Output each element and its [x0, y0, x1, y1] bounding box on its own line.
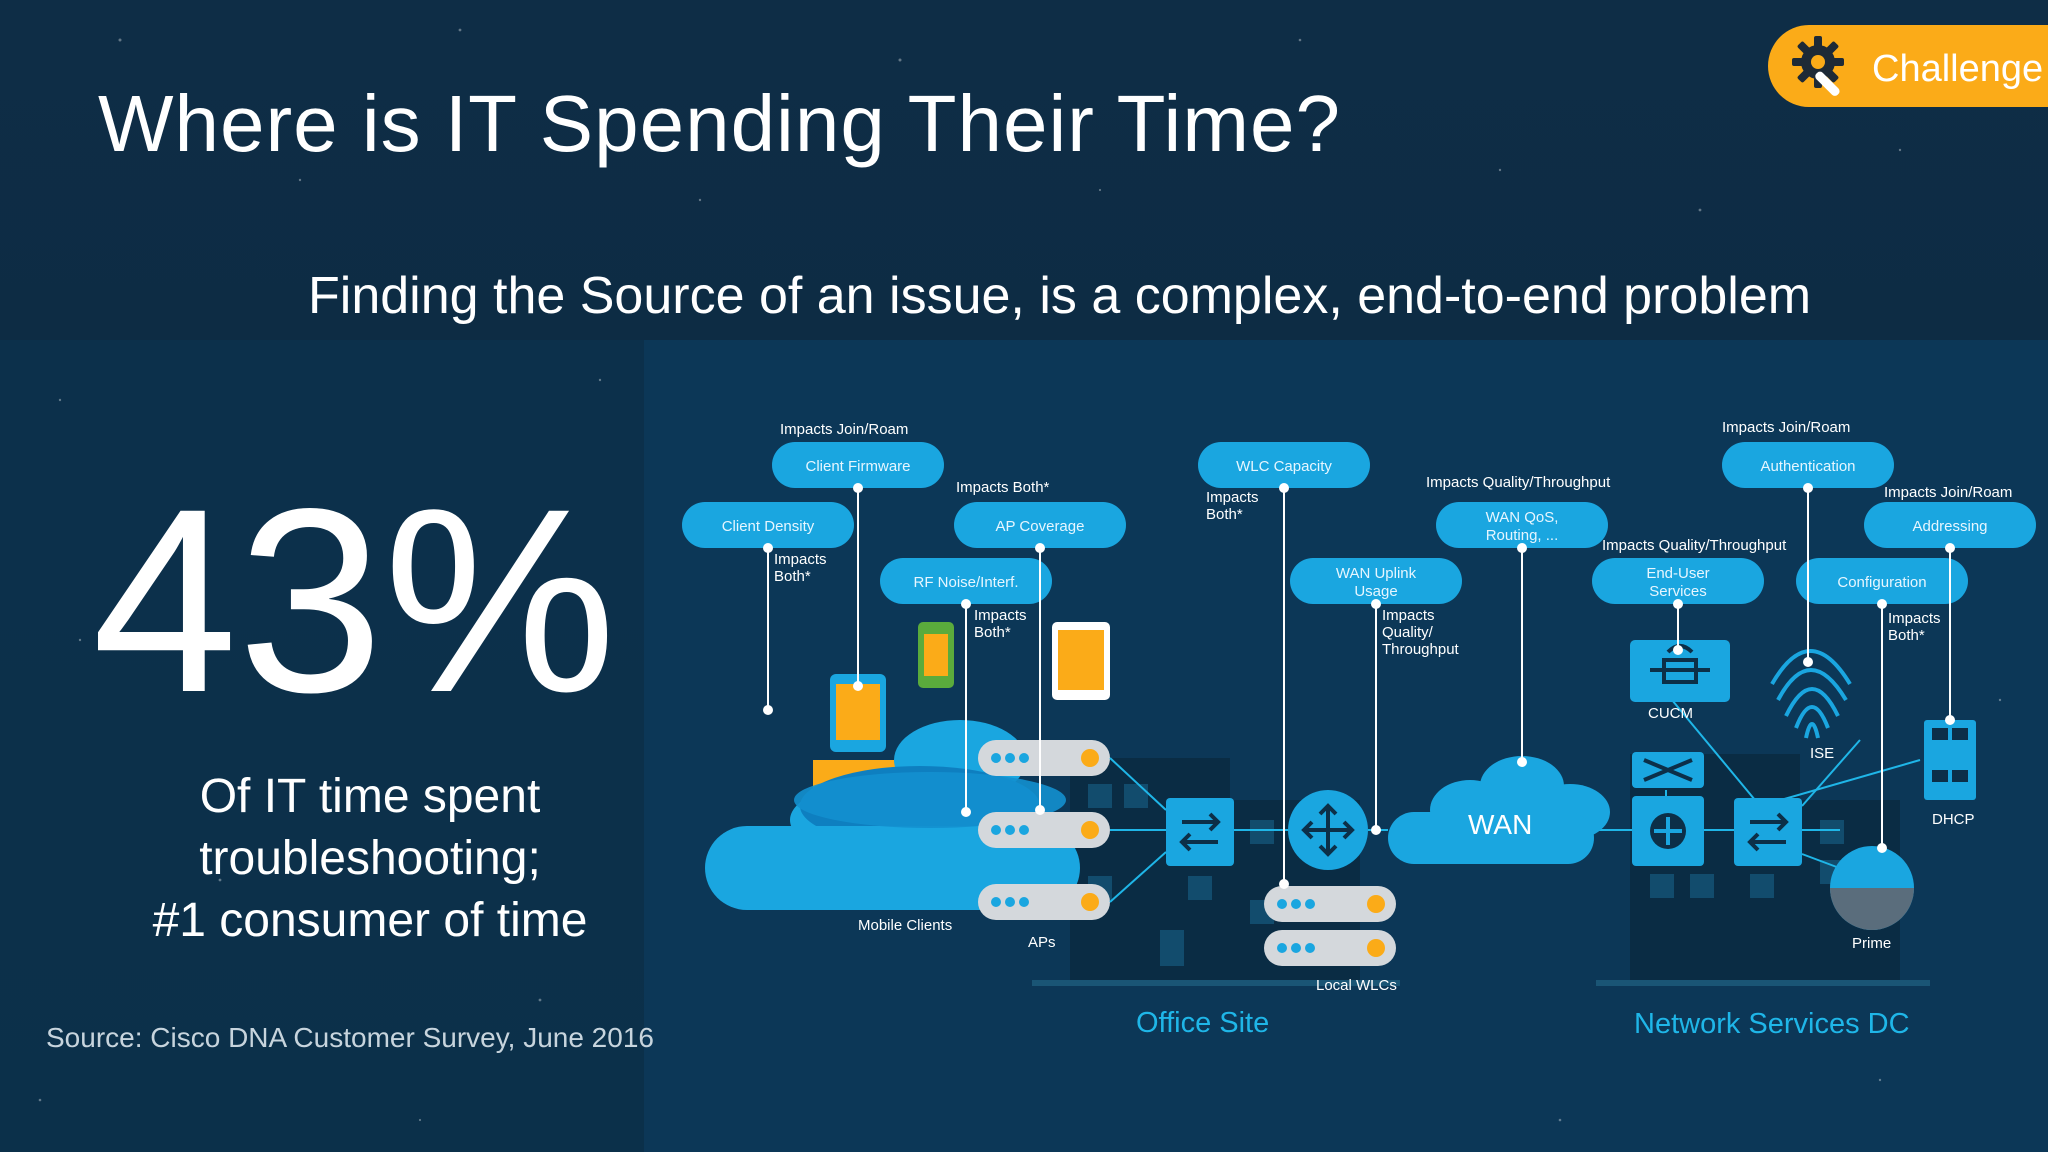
annotation-impacts-uplink: Impacts	[1382, 607, 1435, 624]
pill-ap-coverage: AP Coverage	[954, 502, 1126, 548]
pill-wan-qos: WAN QoS, Routing, ...	[1436, 502, 1608, 548]
annotation-both-ap-coverage: Impacts Both*	[956, 479, 1050, 496]
page-title: Where is IT Spending Their Time?	[98, 79, 1341, 168]
connector-lines	[763, 483, 1955, 889]
dhcp-server-icon	[1924, 720, 1976, 800]
svg-text:AP Coverage: AP Coverage	[996, 518, 1085, 535]
cucm-label: CUCM	[1648, 705, 1693, 722]
pill-addressing: Addressing	[1864, 502, 2036, 548]
annotation-quality-throughput-eus: Impacts Quality/Throughput	[1602, 537, 1787, 554]
stat-value: 43%	[92, 454, 617, 747]
annotation-impacts-rf: Impacts	[974, 607, 1027, 624]
page-subtitle: Finding the Source of an issue, is a com…	[308, 267, 1812, 325]
local-wlcs	[1264, 886, 1396, 966]
svg-text:RF Noise/Interf.: RF Noise/Interf.	[913, 574, 1018, 591]
mobile-clients-label: Mobile Clients	[858, 917, 952, 934]
annotation-both-wlc: Both*	[1206, 506, 1243, 523]
pill-wlc-capacity: WLC Capacity	[1198, 442, 1370, 488]
ise-label: ISE	[1810, 745, 1834, 762]
annotation-join-roam-addressing: Impacts Join/Roam	[1884, 484, 2012, 501]
annotation-impacts-wlc: Impacts	[1206, 489, 1259, 506]
svg-text:Authentication: Authentication	[1760, 458, 1855, 475]
aps-label: APs	[1028, 934, 1056, 951]
prime-sphere-icon	[1830, 846, 1914, 930]
wan-label: WAN	[1468, 809, 1532, 840]
gear-wrench-icon	[1792, 36, 1844, 96]
challenge-label: Challenge	[1872, 48, 2044, 90]
pill-client-density: Client Density	[682, 502, 854, 548]
router-icon	[1288, 790, 1368, 870]
source-citation: Source: Cisco DNA Customer Survey, June …	[46, 1022, 654, 1053]
mobile-clients-cloud	[705, 674, 1080, 910]
annotation-throughput-uplink: Throughput	[1382, 641, 1460, 658]
svg-text:Configuration: Configuration	[1837, 574, 1926, 591]
office-switch-icon	[1166, 798, 1234, 866]
annotation-impacts-config: Impacts	[1888, 610, 1941, 627]
dc-crossbar-icon	[1632, 752, 1704, 788]
pill-client-firmware: Client Firmware	[772, 442, 944, 488]
pill-rf-noise: RF Noise/Interf.	[880, 558, 1052, 604]
svg-text:Routing, ...: Routing, ...	[1486, 527, 1559, 544]
svg-text:WAN QoS,: WAN QoS,	[1486, 509, 1559, 526]
cucm-icon	[1630, 640, 1730, 702]
svg-text:End-User: End-User	[1646, 565, 1709, 582]
dc-switch-icon	[1734, 798, 1802, 866]
annotation-join-roam-firmware: Impacts Join/Roam	[780, 421, 908, 438]
svg-text:Client Density: Client Density	[722, 518, 815, 535]
svg-text:Client Firmware: Client Firmware	[805, 458, 910, 475]
local-wlcs-label: Local WLCs	[1316, 977, 1397, 994]
annotation-both-density: Both*	[774, 568, 811, 585]
dc-core-router-icon	[1632, 796, 1704, 866]
svg-text:Addressing: Addressing	[1912, 518, 1987, 535]
access-points	[978, 740, 1110, 920]
wan-cloud	[1388, 756, 1610, 864]
svg-text:WLC Capacity: WLC Capacity	[1236, 458, 1332, 475]
pill-end-user-services: End-User Services	[1592, 558, 1764, 604]
svg-text:WAN Uplink: WAN Uplink	[1336, 565, 1417, 582]
dhcp-label: DHCP	[1932, 811, 1975, 828]
prime-label: Prime	[1852, 935, 1891, 952]
annotation-both-config: Both*	[1888, 627, 1925, 644]
svg-text:Usage: Usage	[1354, 583, 1397, 600]
pill-authentication: Authentication	[1722, 442, 1894, 488]
pill-wan-uplink: WAN Uplink Usage	[1290, 558, 1462, 604]
annotation-impacts-density: Impacts	[774, 551, 827, 568]
pill-configuration: Configuration	[1796, 558, 1968, 604]
office-site-label: Office Site	[1136, 1007, 1269, 1039]
svg-text:Services: Services	[1649, 583, 1707, 600]
fingerprint-icon	[1770, 649, 1852, 739]
annotation-quality-uplink: Quality/	[1382, 624, 1434, 641]
network-services-dc-label: Network Services DC	[1634, 1008, 1910, 1040]
stat-description: Of IT time spent troubleshooting; #1 con…	[152, 770, 588, 947]
annotation-join-roam-auth: Impacts Join/Roam	[1722, 419, 1850, 436]
annotation-both-rf: Both*	[974, 624, 1011, 641]
annotation-quality-throughput-wan: Impacts Quality/Throughput	[1426, 474, 1611, 491]
